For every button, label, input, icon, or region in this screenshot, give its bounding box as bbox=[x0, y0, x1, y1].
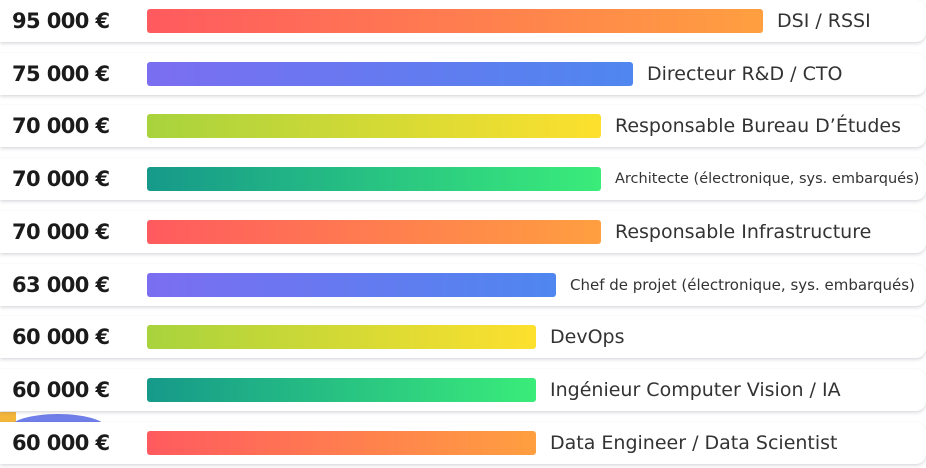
bar bbox=[147, 272, 556, 297]
bar-value-label: 95 000 € bbox=[12, 9, 110, 33]
bar bbox=[147, 61, 633, 86]
bar-category-label: Chef de projet (électronique, sys. embar… bbox=[570, 275, 915, 294]
bar-category-label: Architecte (électronique, sys. embarqués… bbox=[615, 171, 920, 188]
bar-row: 70 000 € Responsable Infrastructure bbox=[0, 210, 926, 253]
bar-row: 75 000 € Directeur R&D / CTO bbox=[0, 52, 926, 95]
bar-category-label: Data Engineer / Data Scientist bbox=[550, 431, 838, 454]
bar bbox=[147, 377, 536, 402]
bar bbox=[147, 9, 763, 33]
bar-value-label: 60 000 € bbox=[12, 377, 110, 402]
bar-category-label: Responsable Bureau D’Études bbox=[615, 115, 901, 138]
bar bbox=[147, 325, 536, 350]
bar-category-label: Ingénieur Computer Vision / IA bbox=[550, 378, 841, 401]
bar bbox=[147, 114, 601, 139]
bar-row: 60 000 € DevOps bbox=[0, 316, 926, 359]
bar-category-label: DSI / RSSI bbox=[777, 10, 871, 32]
bar-row: 60 000 € Ingénieur Computer Vision / IA bbox=[0, 368, 926, 411]
bar bbox=[147, 430, 536, 455]
bar-value-label: 60 000 € bbox=[12, 430, 110, 455]
bar-row: 63 000 € Chef de projet (électronique, sy… bbox=[0, 263, 926, 306]
bar bbox=[147, 219, 601, 244]
bar-value-label: 70 000 € bbox=[12, 167, 110, 192]
bar-row: 60 000 € Data Engineer / Data Scientist bbox=[0, 421, 926, 464]
bar-category-label: Directeur R&D / CTO bbox=[647, 62, 843, 85]
bar bbox=[147, 167, 601, 192]
bar-value-label: 75 000 € bbox=[12, 61, 110, 86]
bar-value-label: 60 000 € bbox=[12, 325, 110, 350]
bar-value-label: 70 000 € bbox=[12, 219, 110, 244]
bar-category-label: DevOps bbox=[550, 326, 625, 349]
bar-value-label: 70 000 € bbox=[12, 114, 110, 139]
bar-row: 70 000 € Architecte (électronique, sys. e… bbox=[0, 158, 926, 201]
bar-value-label: 63 000 € bbox=[12, 272, 110, 297]
bar-category-label: Responsable Infrastructure bbox=[615, 220, 872, 243]
bar-row: 95 000 € DSI / RSSI bbox=[0, 0, 926, 42]
bar-row: 70 000 € Responsable Bureau D’Études bbox=[0, 105, 926, 148]
